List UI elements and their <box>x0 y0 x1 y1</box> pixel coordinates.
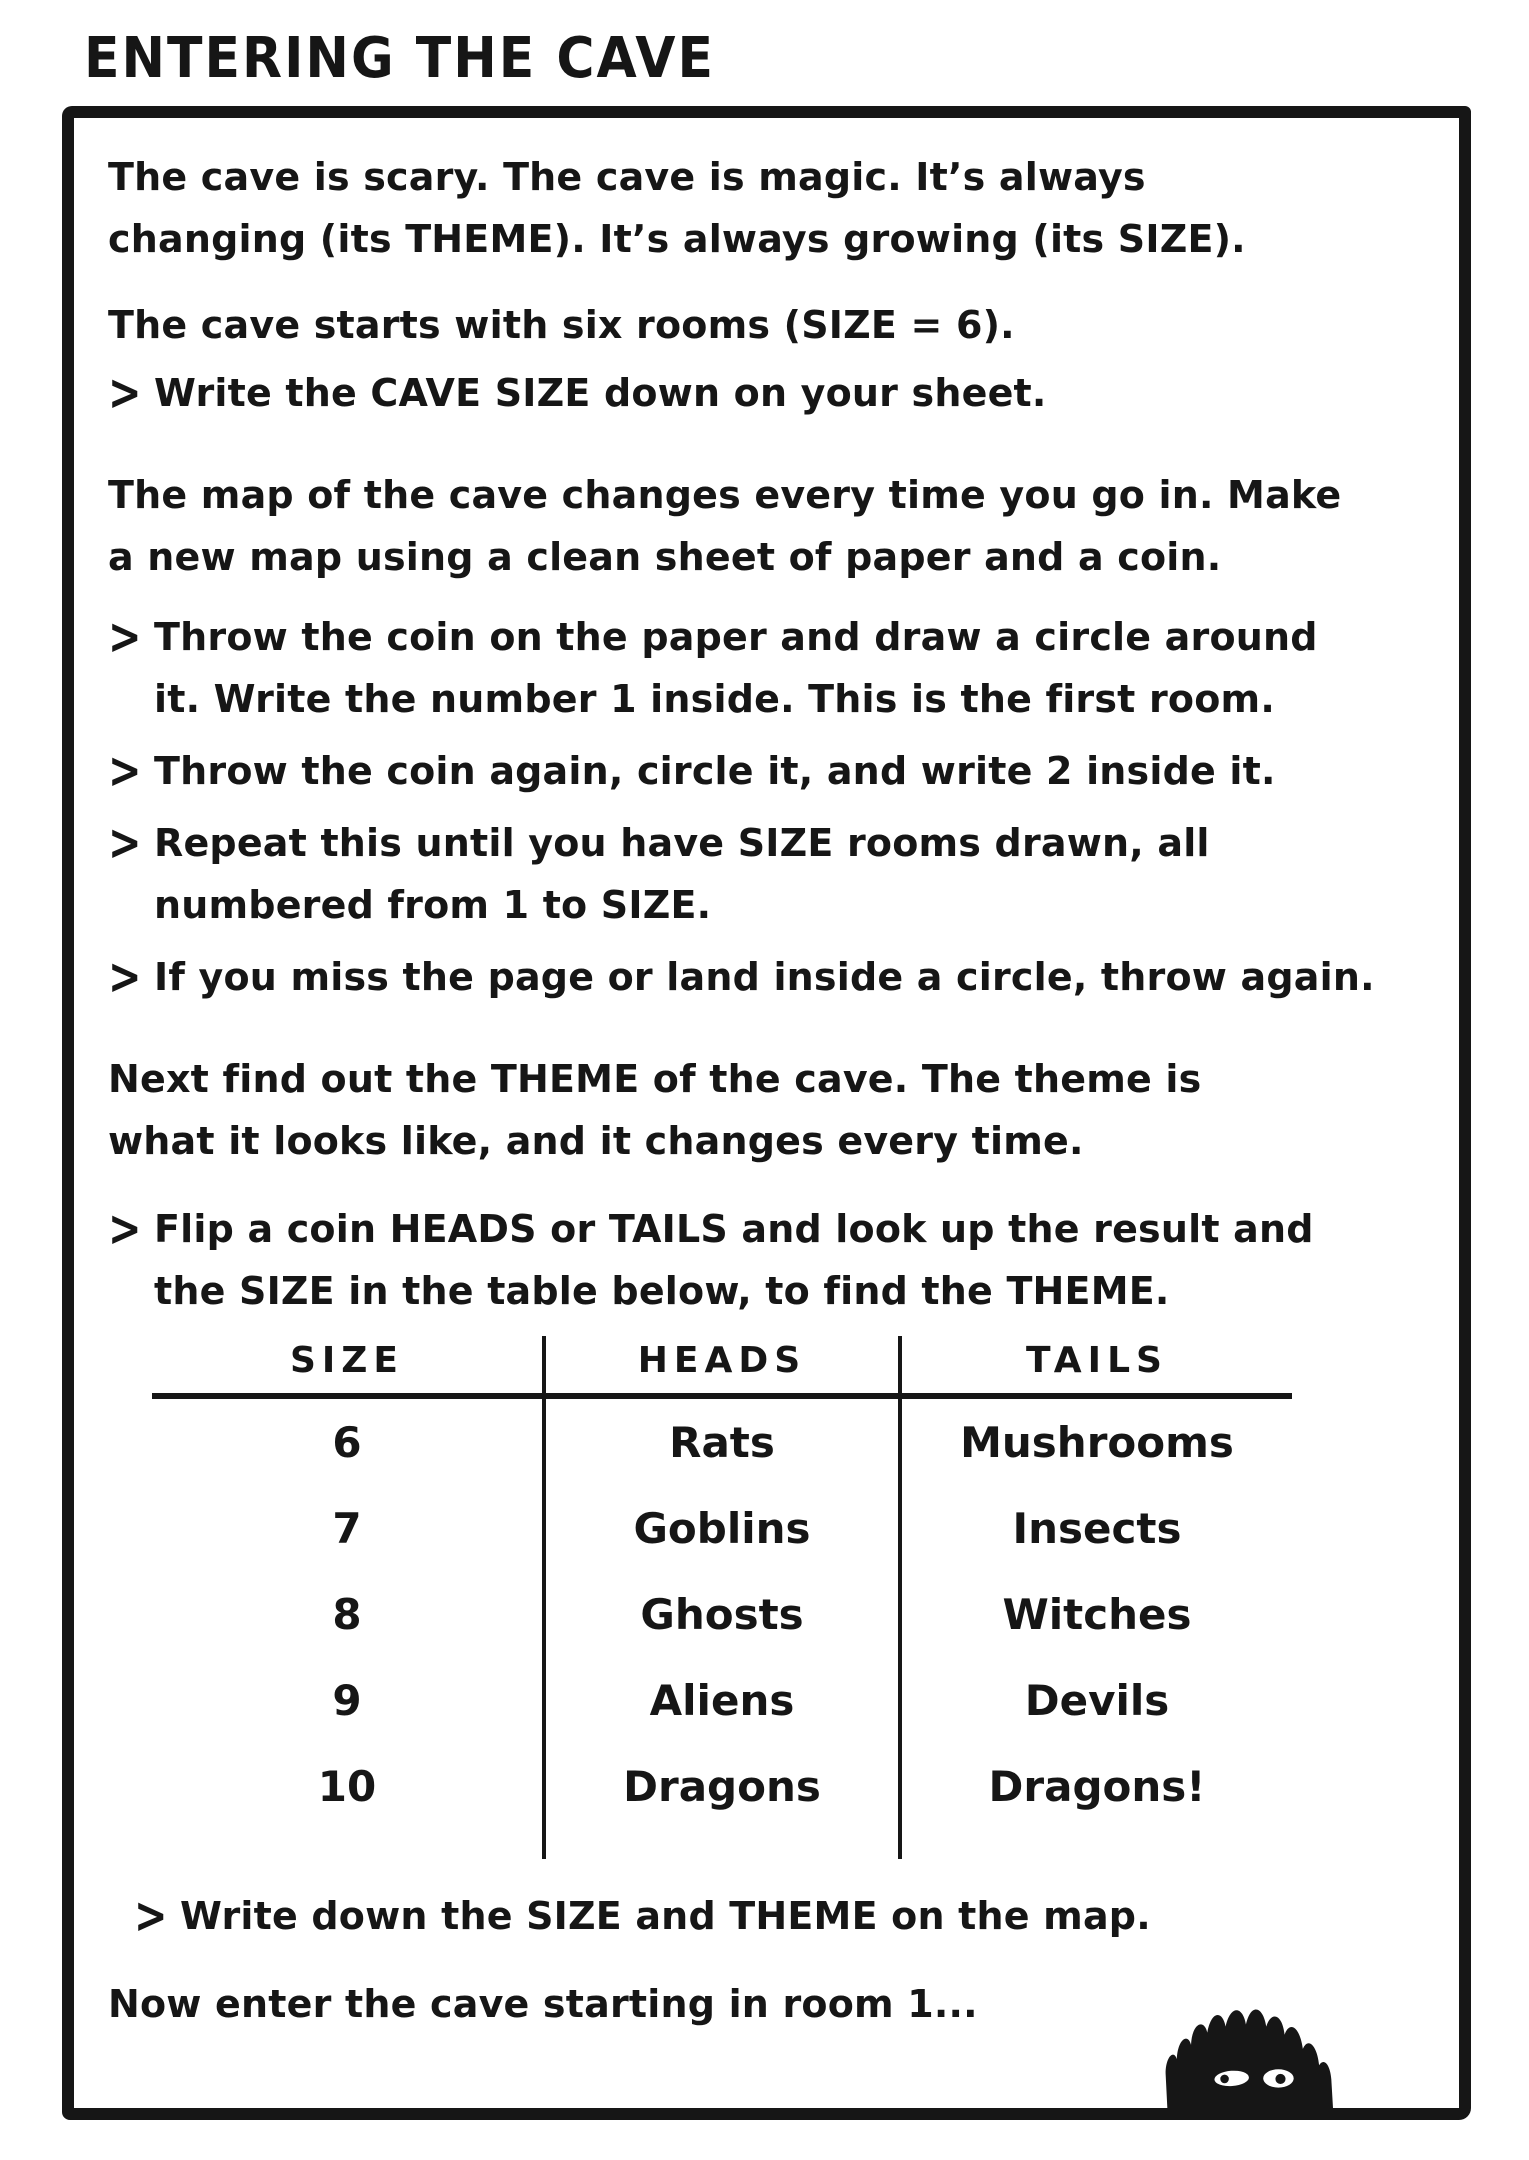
text-line: If you miss the page or land inside a ci… <box>154 955 1375 999</box>
page-title: ENTERING THE CAVE <box>84 26 715 91</box>
instruction-bullet: > If you miss the page or land inside a c… <box>108 946 1431 1008</box>
text-lines: The map of the cave changes every time y… <box>108 464 1431 588</box>
rules-box: The cave is scary. The cave is magic. It… <box>62 106 1471 2120</box>
table-row: 9 Aliens Devils <box>152 1657 1292 1743</box>
size-value: 6 <box>332 1417 362 1467</box>
bullet-marker: > <box>108 742 142 800</box>
table-header-tails: TAILS <box>1026 1340 1168 1381</box>
text-line: Write the CAVE SIZE down on your sheet. <box>154 371 1047 415</box>
text-lines: The cave starts with six rooms (SIZE = 6… <box>108 294 1431 356</box>
paragraph: The cave starts with six rooms (SIZE = 6… <box>108 294 1431 356</box>
cave-monster-peeking-icon <box>1165 2009 1334 2114</box>
text-line: what it looks like, and it changes every… <box>108 1119 1084 1163</box>
table-row: 8 Ghosts Witches <box>152 1571 1292 1657</box>
bullet-marker: > <box>134 1887 168 1945</box>
theme-value: Ghosts <box>542 1571 902 1657</box>
theme-value: Dragons <box>542 1743 902 1829</box>
instruction-bullet: > Write the CAVE SIZE down on your sheet. <box>108 362 1431 424</box>
theme-value: Dragons! <box>988 1761 1206 1811</box>
table-header-heads: HEADS <box>542 1336 902 1393</box>
theme-value: Rats <box>542 1399 902 1485</box>
paragraph: The cave is scary. The cave is magic. It… <box>108 146 1431 270</box>
instruction-bullet: > Throw the coin on the paper and draw a … <box>108 606 1431 730</box>
text-line: a new map using a clean sheet of paper a… <box>108 535 1222 579</box>
table-header-size: SIZE <box>289 1340 405 1381</box>
size-value: 7 <box>332 1503 362 1553</box>
text-line: the SIZE in the table below, to find the… <box>154 1269 1170 1313</box>
text-lines: Repeat this until you have SIZE rooms dr… <box>154 812 1431 936</box>
text-line: Write down the SIZE and THEME on the map… <box>180 1894 1151 1938</box>
bullet-marker: > <box>108 608 142 666</box>
text-line: Next find out the THEME of the cave. The… <box>108 1057 1202 1101</box>
table-spacer-cell <box>542 1829 902 1859</box>
theme-value: Mushrooms <box>960 1417 1234 1467</box>
instruction-bullet: > Flip a coin HEADS or TAILS and look up … <box>108 1198 1431 1322</box>
size-value: 9 <box>332 1675 362 1725</box>
table-row: 10 Dragons Dragons! <box>152 1743 1292 1829</box>
text-line: The cave starts with six rooms (SIZE = 6… <box>108 303 1015 347</box>
text-line: numbered from 1 to SIZE. <box>154 883 712 927</box>
table-row: 7 Goblins Insects <box>152 1485 1292 1571</box>
text-line: Repeat this until you have SIZE rooms dr… <box>154 821 1210 865</box>
theme-value: Goblins <box>542 1485 902 1571</box>
text-line: The cave is scary. The cave is magic. It… <box>108 155 1146 199</box>
table-row: 6 Rats Mushrooms <box>152 1399 1292 1485</box>
text-line: it. Write the number 1 inside. This is t… <box>154 677 1275 721</box>
bullet-marker: > <box>108 1200 142 1258</box>
text-lines: If you miss the page or land inside a ci… <box>154 946 1431 1008</box>
paragraph: Next find out the THEME of the cave. The… <box>108 1048 1431 1172</box>
text-line: Throw the coin on the paper and draw a c… <box>154 615 1318 659</box>
text-lines: Throw the coin again, circle it, and wri… <box>154 740 1431 802</box>
rules-content: The cave is scary. The cave is magic. It… <box>108 146 1431 2035</box>
theme-value: Aliens <box>542 1657 902 1743</box>
instruction-bullet: > Throw the coin again, circle it, and wr… <box>108 740 1431 802</box>
table-spacer-cell <box>902 1829 1292 1859</box>
table-spacer-cell <box>152 1829 542 1859</box>
theme-table: SIZE HEADS TAILS 6 Rats Mushrooms 7 Goblins Inse… <box>152 1336 1292 1859</box>
text-lines: Flip a coin HEADS or TAILS and look up t… <box>154 1198 1431 1322</box>
theme-value: Devils <box>1024 1675 1170 1725</box>
text-line: Now enter the cave starting in room 1... <box>108 1982 978 2026</box>
bullet-marker: > <box>108 364 142 422</box>
text-line: changing (its THEME). It’s always growin… <box>108 217 1246 261</box>
bullet-marker: > <box>108 814 142 872</box>
text-lines: Now enter the cave starting in room 1... <box>108 1973 1431 2035</box>
text-lines: Write down the SIZE and THEME on the map… <box>180 1885 1431 1947</box>
text-line: Flip a coin HEADS or TAILS and look up t… <box>154 1207 1314 1251</box>
theme-value: Witches <box>1002 1589 1192 1639</box>
text-lines: The cave is scary. The cave is magic. It… <box>108 146 1431 270</box>
text-line: The map of the cave changes every time y… <box>108 473 1342 517</box>
instruction-bullet: > Repeat this until you have SIZE rooms d… <box>108 812 1431 936</box>
size-value: 8 <box>332 1589 362 1639</box>
paragraph: The map of the cave changes every time y… <box>108 464 1431 588</box>
text-lines: Throw the coin on the paper and draw a c… <box>154 606 1431 730</box>
text-lines: Write the CAVE SIZE down on your sheet. <box>154 362 1431 424</box>
instruction-bullet: > Write down the SIZE and THEME on the ma… <box>108 1885 1431 1947</box>
paragraph: Now enter the cave starting in room 1... <box>108 1973 1431 2035</box>
text-lines: Next find out the THEME of the cave. The… <box>108 1048 1431 1172</box>
bullet-marker: > <box>108 948 142 1006</box>
table-spacer-row <box>152 1829 1292 1859</box>
theme-value: Insects <box>1012 1503 1182 1553</box>
table-header-row: SIZE HEADS TAILS <box>152 1336 1292 1399</box>
size-value: 10 <box>317 1761 377 1811</box>
text-line: Throw the coin again, circle it, and wri… <box>154 749 1276 793</box>
